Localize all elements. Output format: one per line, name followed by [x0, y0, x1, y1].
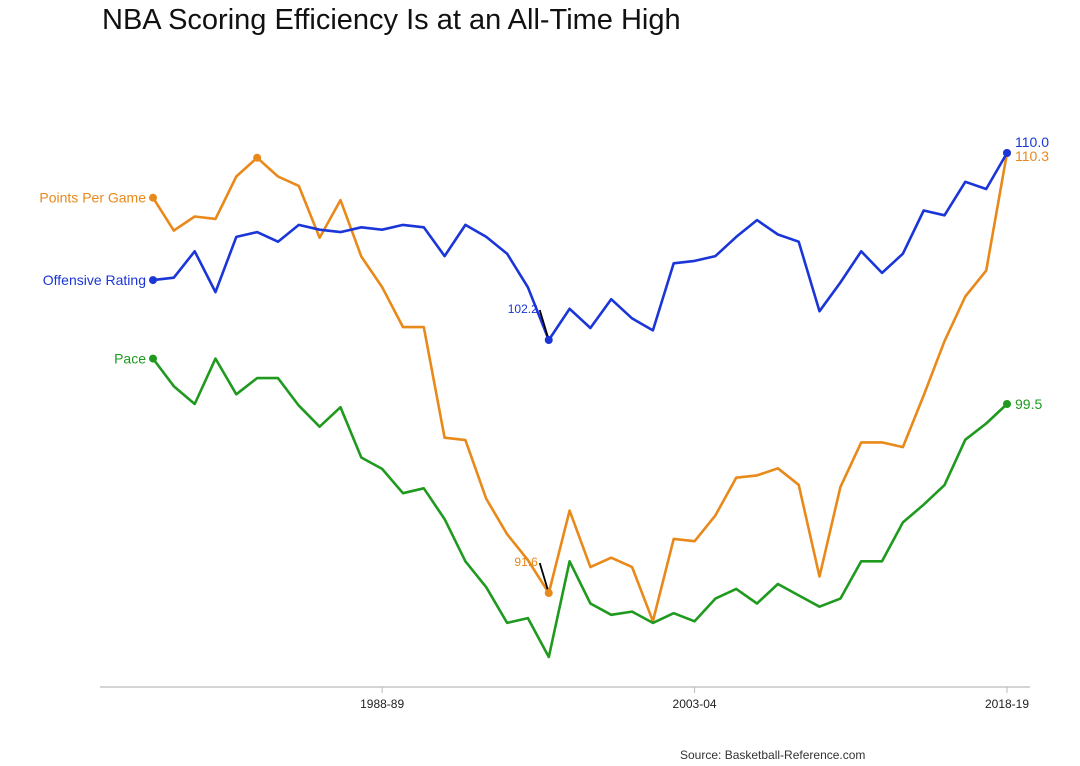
start-point-points [149, 193, 157, 202]
min-callout-line-rating [538, 309, 550, 341]
start-point-pace [149, 354, 157, 363]
min-point-points [544, 589, 553, 597]
start-point-rating [149, 276, 157, 285]
end-value-points: 110.3 [1015, 148, 1049, 164]
end-value-rating: 110.0 [1015, 134, 1049, 150]
min-point-rating [544, 336, 553, 344]
x-tick-label: 1988-89 [360, 697, 404, 711]
series-line-rating [151, 151, 1009, 342]
series-line-points [151, 151, 1009, 623]
end-point-rating [1003, 149, 1011, 157]
min-value-points: 91.6 [514, 555, 538, 569]
min-callout-line-points [538, 562, 550, 594]
end-point-pace [1003, 400, 1011, 408]
source-note: Source: Basketball-Reference.com [680, 748, 866, 762]
chart-title: NBA Scoring Efficiency Is at an All-Time… [102, 4, 681, 36]
end-value-pace: 99.5 [1015, 396, 1042, 412]
series-name-rating: Offensive Rating [43, 272, 146, 288]
x-tick-label: 2003-04 [673, 697, 717, 711]
max-point-points [253, 153, 262, 162]
series-line-pace [151, 357, 1009, 659]
series-name-points: Points Per Game [39, 190, 146, 206]
series-name-pace: Pace [114, 351, 146, 367]
min-value-rating: 102.2 [508, 302, 538, 316]
x-tick-label: 2018-19 [985, 697, 1029, 711]
